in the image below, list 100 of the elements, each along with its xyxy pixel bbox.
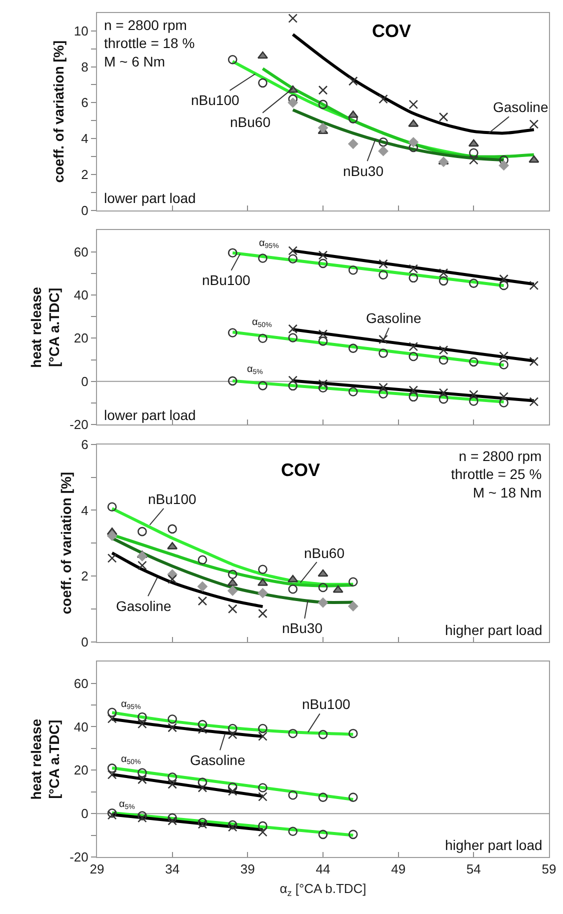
point (258, 588, 268, 598)
y-axis-title: coeff. of variation [%] (50, 40, 67, 183)
point (499, 398, 508, 408)
point (227, 586, 238, 596)
annotation: nBu100 (302, 696, 350, 712)
point (168, 524, 177, 534)
point (468, 139, 479, 147)
point (168, 780, 177, 789)
point (529, 120, 539, 129)
point (318, 100, 328, 110)
point (348, 138, 358, 150)
annotation: n = 2800 rpm throttle = 18 % M ~ 6 Nm (104, 17, 195, 70)
point (138, 712, 147, 722)
x-tick-label: 34 (165, 862, 180, 877)
point (499, 274, 508, 284)
annotation: nBu100 (148, 491, 196, 507)
point (318, 258, 328, 268)
point (499, 280, 508, 290)
point (469, 396, 478, 406)
x-tick-label: 54 (466, 862, 481, 877)
point (528, 155, 540, 163)
y-axis-title: heat release [°CA a.TDC] (28, 718, 62, 800)
annotation: nBu60 (230, 114, 271, 130)
point (469, 148, 478, 158)
y-tick-label: 6 (81, 436, 88, 452)
point (469, 390, 478, 400)
annotation: n = 2800 rpm throttle = 25 % M ~ 18 Nm (451, 448, 542, 500)
point (258, 783, 268, 792)
point (168, 574, 177, 584)
y-tick-label: 0 (81, 374, 88, 389)
point (378, 389, 388, 399)
point (408, 342, 418, 352)
point (438, 388, 448, 398)
point (438, 276, 448, 286)
y-axis-title: heat release [°CA a.TDC] (28, 286, 62, 368)
point (198, 555, 208, 565)
point (378, 382, 388, 392)
point (529, 397, 539, 406)
point (228, 570, 238, 579)
point (318, 830, 328, 840)
annotation: α$_{5%}$ (247, 364, 263, 376)
y-axis-title: coeff. of variation [%] (58, 472, 74, 614)
annotation: lower part load (104, 407, 196, 423)
x-tick-label: 44 (316, 862, 330, 877)
point (348, 601, 358, 612)
y-tick-label: 2 (81, 568, 88, 584)
y-tick-label: 10 (74, 23, 88, 38)
point (168, 714, 177, 724)
point (258, 78, 268, 88)
point (138, 560, 147, 570)
y-tick-label: -20 (70, 850, 88, 865)
y-tick-label: 6 (81, 95, 88, 110)
point (228, 730, 238, 740)
point (288, 790, 298, 800)
point (168, 772, 177, 782)
text: COV (372, 21, 412, 41)
point (198, 724, 208, 734)
point (228, 786, 238, 796)
point (529, 280, 539, 290)
x-tick-label: 49 (391, 862, 406, 877)
point (378, 94, 388, 104)
point (138, 768, 147, 778)
annotation: higher part load (445, 837, 542, 853)
point (228, 328, 238, 338)
x-tick-label: 29 (90, 862, 104, 877)
annotation: α$_{50%}$ (252, 317, 272, 330)
annotation: nBu100 (202, 272, 250, 288)
point (138, 811, 147, 820)
point (378, 334, 388, 344)
point (107, 764, 117, 773)
point (258, 827, 268, 837)
point (288, 826, 298, 836)
point (288, 14, 298, 23)
point (318, 569, 328, 577)
point (378, 146, 388, 156)
point (318, 250, 328, 260)
text: COV (281, 460, 320, 480)
point (318, 730, 328, 740)
y-tick-label: 0 (81, 202, 88, 218)
point (137, 551, 148, 562)
point (198, 783, 208, 792)
point (408, 386, 418, 395)
point (318, 336, 328, 346)
point (138, 526, 147, 536)
annotation: nBu30 (343, 163, 384, 179)
point (469, 155, 478, 165)
point (288, 324, 298, 334)
x-tick-label: 59 (542, 862, 556, 877)
point (348, 265, 358, 275)
point (498, 160, 509, 171)
annotation: higher part load (445, 622, 542, 638)
point (318, 122, 328, 133)
y-tick-label: 8 (81, 59, 88, 74)
y-tick-label: 4 (81, 131, 88, 146)
annotation: Gasoline (116, 598, 172, 614)
point (378, 270, 388, 280)
point (107, 502, 117, 512)
point (198, 778, 208, 787)
point (258, 381, 268, 390)
point (318, 792, 328, 802)
